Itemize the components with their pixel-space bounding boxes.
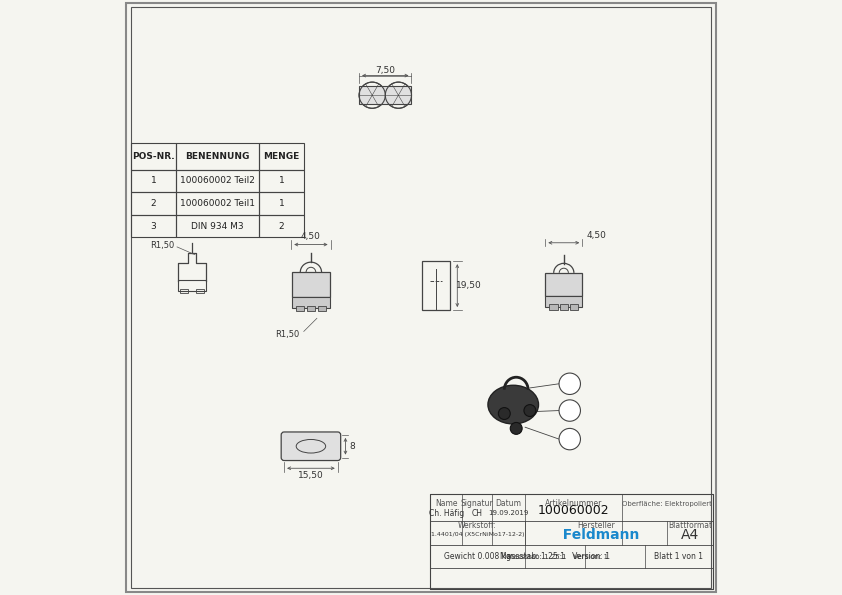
Text: MENGE: MENGE [264,152,300,161]
Text: 2: 2 [279,221,285,231]
Text: 4,50: 4,50 [587,230,606,240]
Text: 100060002 Teil1: 100060002 Teil1 [180,199,255,208]
Text: 19,50: 19,50 [456,281,482,290]
Text: 4,50: 4,50 [301,231,321,241]
Text: Blattformat: Blattformat [668,521,712,530]
FancyBboxPatch shape [281,432,341,461]
Circle shape [559,373,580,394]
Text: 1.4401/04 (X5CrNiMo17-12-2): 1.4401/04 (X5CrNiMo17-12-2) [430,531,524,537]
Text: 19.09.2019: 19.09.2019 [488,510,529,516]
Text: 3: 3 [567,434,573,444]
Bar [176,215,259,237]
Text: 15,50: 15,50 [298,471,324,480]
Bar [131,143,176,170]
Text: R1,50: R1,50 [275,330,299,340]
Bar [291,297,330,308]
Text: Massstab: 1.25:1   Version: 1: Massstab: 1.25:1 Version: 1 [508,554,609,560]
Bar [549,304,557,310]
Bar [259,215,304,237]
Text: 8: 8 [349,441,355,451]
Text: 7,50: 7,50 [376,65,395,75]
Text: BENENNUNG: BENENNUNG [185,152,250,161]
Bar [179,289,188,293]
Bar [430,494,712,589]
Bar [560,304,568,310]
Bar [360,86,412,104]
Bar [422,261,450,310]
Bar [259,143,304,170]
Bar [195,289,204,293]
Circle shape [559,400,580,421]
Text: 100060002: 100060002 [537,504,609,517]
Text: Oberfläche: Elektropoliert: Oberfläche: Elektropoliert [622,500,712,506]
Bar [176,143,259,170]
Text: POS-NR.: POS-NR. [132,152,175,161]
Text: Name: Name [435,499,457,508]
Text: Blatt 1 von 1: Blatt 1 von 1 [654,552,703,561]
Text: Ch. Häfig: Ch. Häfig [429,509,464,518]
Bar [178,280,206,291]
Bar [306,306,315,312]
Circle shape [524,405,536,416]
Text: Artikelnummer: Artikelnummer [545,499,602,508]
Text: Datum: Datum [495,499,521,508]
Bar [317,306,326,312]
Text: 1: 1 [279,176,285,186]
Text: DIN 934 M3: DIN 934 M3 [191,221,244,231]
Bar [176,192,259,215]
Ellipse shape [488,386,539,424]
Bar [296,306,304,312]
Text: 1: 1 [279,199,285,208]
Bar [546,273,582,296]
Bar [131,192,176,215]
Text: Massstab: 1.25:1   Version: 1: Massstab: 1.25:1 Version: 1 [500,552,610,561]
Text: Werkstoff:: Werkstoff: [458,521,497,530]
Bar [131,215,176,237]
Text: R1,50: R1,50 [150,240,174,250]
Bar [131,170,176,192]
Bar [259,192,304,215]
Circle shape [498,408,510,419]
Text: 1: 1 [151,176,157,186]
Text: Hersteller: Hersteller [577,521,615,530]
Bar [291,273,330,297]
Bar [546,296,582,307]
Text: 3: 3 [151,221,157,231]
Text: A4: A4 [681,528,699,541]
Text: Signatur: Signatur [461,499,493,508]
Text: Gewicht 0.008 kg: Gewicht 0.008 kg [444,552,511,561]
Text: CH: CH [472,509,482,518]
Text: Feldmann: Feldmann [553,528,639,541]
Circle shape [559,428,580,450]
Text: 100060002 Teil2: 100060002 Teil2 [180,176,255,186]
Bar [259,170,304,192]
Text: 2: 2 [151,199,157,208]
Bar [570,304,578,310]
Bar [176,170,259,192]
Text: 1: 1 [567,406,573,415]
Circle shape [510,422,522,434]
Text: 2: 2 [567,379,573,389]
